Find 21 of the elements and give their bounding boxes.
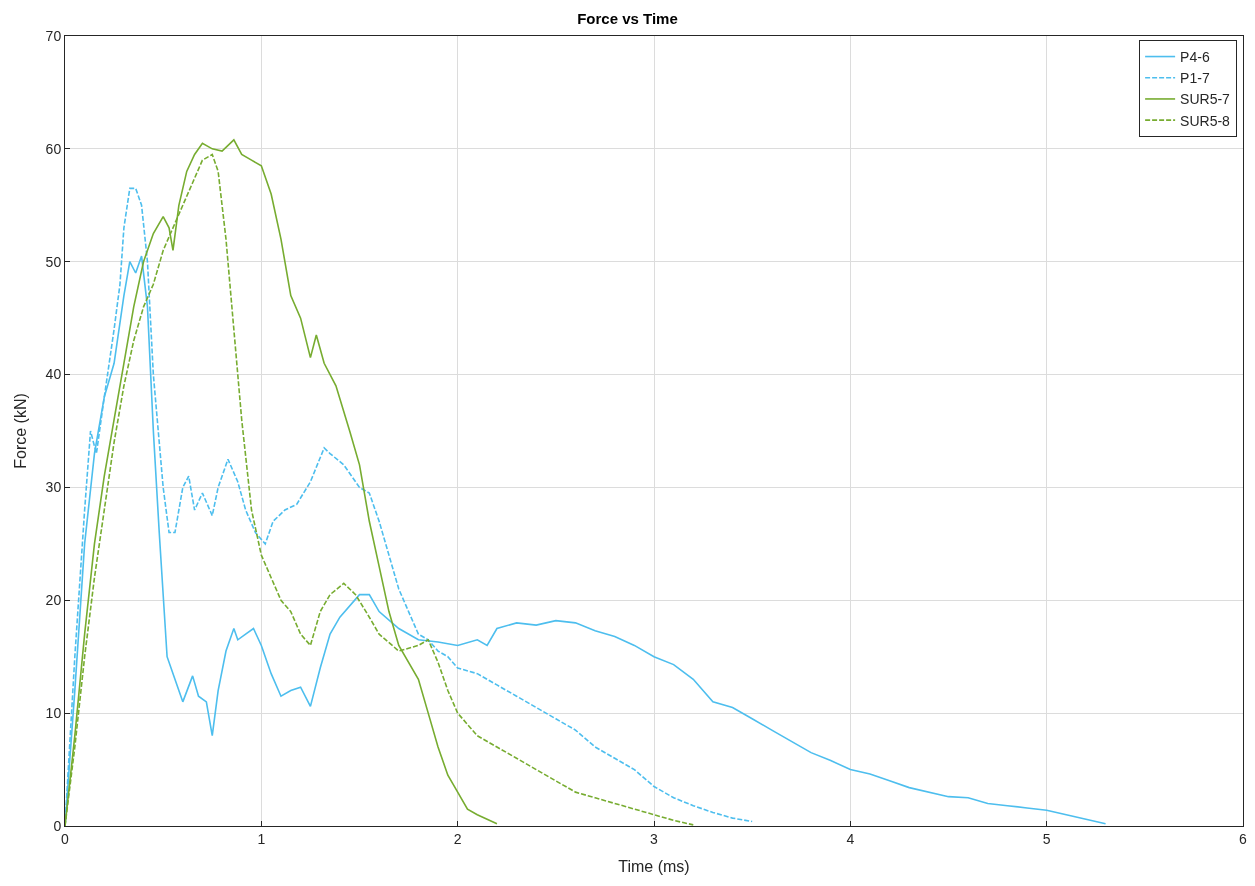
legend-label: SUR5-8 xyxy=(1180,112,1231,129)
x-tick-label: 4 xyxy=(846,830,855,847)
x-tick-label: 1 xyxy=(257,830,266,847)
x-tick-label: 3 xyxy=(650,830,659,847)
y-tick-label: 20 xyxy=(45,592,62,609)
legend-label: P4-6 xyxy=(1180,49,1210,66)
y-tick-label: 60 xyxy=(45,140,62,157)
y-tick-label: 40 xyxy=(45,366,62,383)
y-tick-label: 70 xyxy=(45,27,62,44)
x-tick-label: 2 xyxy=(453,830,462,847)
y-axis-title: Force (kN) xyxy=(11,393,29,469)
legend-label: SUR5-7 xyxy=(1180,91,1231,108)
chart-title: Force vs Time xyxy=(577,9,678,27)
y-tick-label: 30 xyxy=(45,479,62,496)
y-tick-label: 10 xyxy=(45,705,62,722)
x-tick-label: 6 xyxy=(1239,830,1248,847)
x-tick-label: 5 xyxy=(1042,830,1051,847)
legend-label: P1-7 xyxy=(1180,70,1210,87)
x-axis-title: Time (ms) xyxy=(618,858,690,876)
y-tick-label: 0 xyxy=(53,817,62,834)
y-tick-label: 50 xyxy=(45,253,62,270)
